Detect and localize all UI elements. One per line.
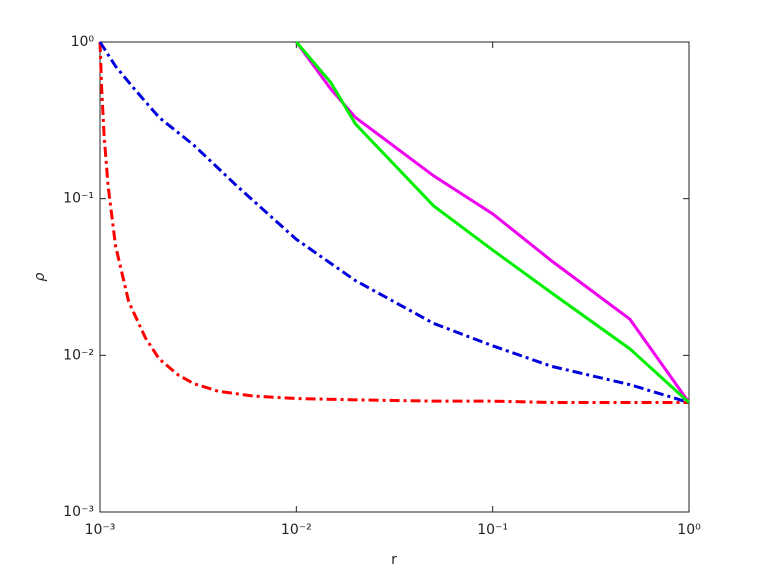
plot-frame bbox=[99, 41, 690, 513]
x-axis-label: r bbox=[391, 552, 397, 568]
series-line bbox=[295, 41, 691, 404]
series-line bbox=[98, 41, 689, 404]
y-tick-label: 10⁻¹ bbox=[63, 191, 94, 207]
y-axis-label: ρ bbox=[32, 272, 48, 281]
y-tick-label: 10⁻³ bbox=[63, 504, 94, 520]
x-tick-label: 10⁻¹ bbox=[477, 522, 508, 538]
y-tick-label: 10⁻² bbox=[63, 347, 94, 363]
x-tick-label: 10⁻² bbox=[281, 522, 312, 538]
series-line bbox=[295, 41, 691, 404]
x-tick-label: 10⁻³ bbox=[85, 522, 116, 538]
series-line bbox=[98, 41, 690, 404]
x-tick-label: 10⁰ bbox=[677, 522, 701, 538]
y-tick-label: 10⁰ bbox=[71, 34, 95, 50]
